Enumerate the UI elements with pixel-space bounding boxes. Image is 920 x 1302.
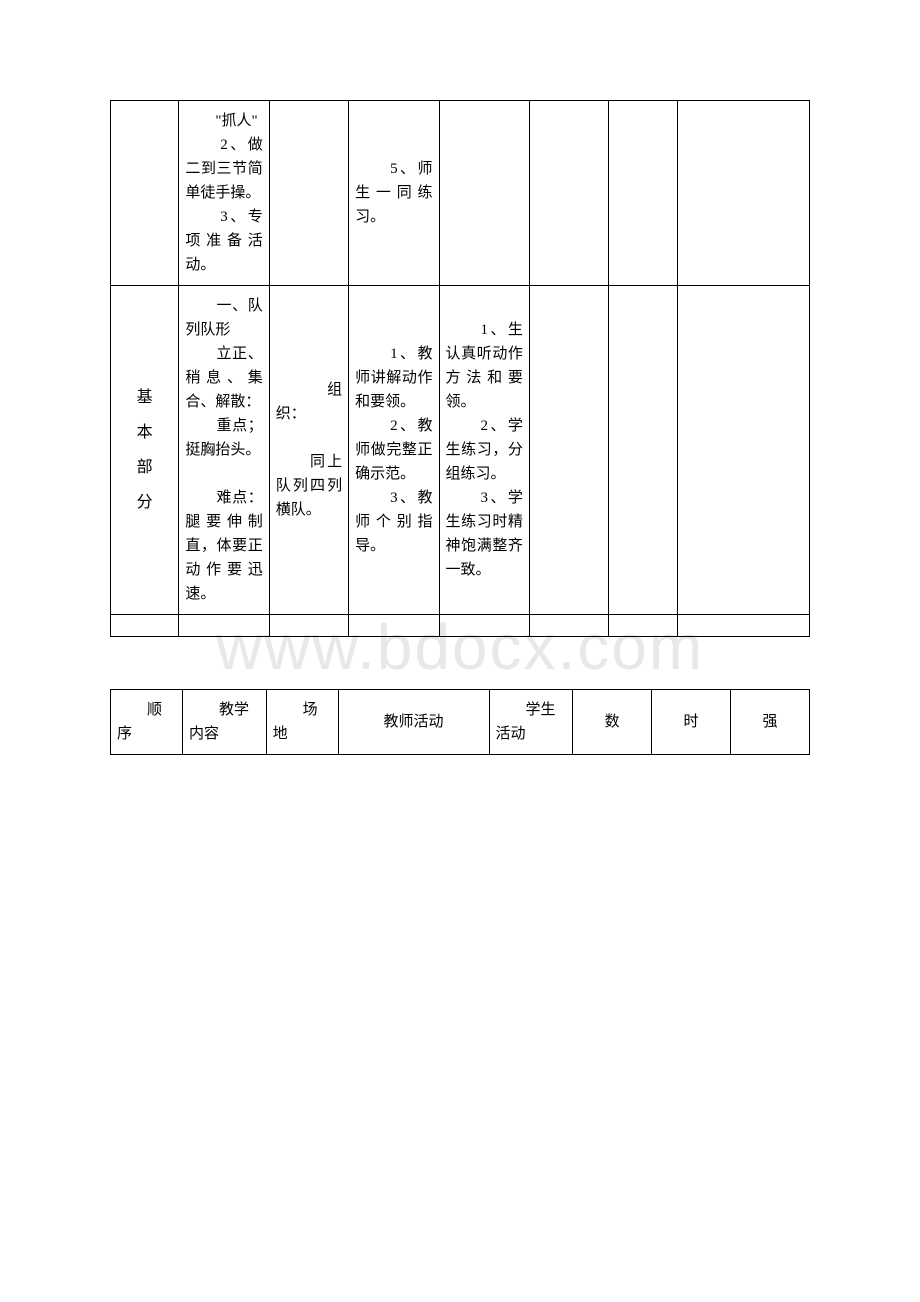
cell-time	[609, 101, 677, 286]
table-row: 基 本 部 分 一、队列队形 立正、稍息、集合、解散： 重点；挺胸抬头。 难点：…	[111, 286, 810, 615]
cell-content: 一、队列队形 立正、稍息、集合、解散： 重点；挺胸抬头。 难点：腿要伸制直，体要…	[179, 286, 269, 615]
header-student: 学生活动	[489, 690, 573, 755]
cell-empty	[529, 615, 608, 637]
header-sequence: 顺序	[111, 690, 183, 755]
cell-student	[439, 101, 529, 286]
cell-count	[529, 286, 608, 615]
cell-text: 一、队列队形 立正、稍息、集合、解散： 重点；挺胸抬头。 难点：腿要伸制直，体要…	[185, 294, 262, 606]
table-row: 顺序 教学内容 场地 教师活动 学生活动 数 时 强	[111, 690, 810, 755]
lesson-table-2: 顺序 教学内容 场地 教师活动 学生活动 数 时 强	[110, 689, 810, 755]
header-count: 数	[573, 690, 652, 755]
cell-text: 5、师生一同练习。	[355, 157, 432, 229]
cell-intensity	[677, 286, 809, 615]
cell-text: 1、生认真听动作方法和要领。 2、学生练习，分组练习。 3、学生练习时精神饱满整…	[446, 318, 523, 582]
header-content: 教学内容	[182, 690, 266, 755]
header-intensity: 强	[731, 690, 810, 755]
cell-stage	[111, 101, 179, 286]
cell-empty	[609, 615, 677, 637]
header-venue: 场地	[266, 690, 338, 755]
cell-time	[609, 286, 677, 615]
cell-intensity	[677, 101, 809, 286]
cell-venue: 组织： 同上队列四列横队。	[269, 286, 348, 615]
cell-student: 1、生认真听动作方法和要领。 2、学生练习，分组练习。 3、学生练习时精神饱满整…	[439, 286, 529, 615]
cell-content: "抓人" 2、做二到三节简单徒手操。 3、专项准备活动。	[179, 101, 269, 286]
cell-empty	[111, 615, 179, 637]
cell-empty	[269, 615, 348, 637]
header-time: 时	[652, 690, 731, 755]
cell-teacher: 5、师生一同练习。	[349, 101, 439, 286]
lesson-table-1: "抓人" 2、做二到三节简单徒手操。 3、专项准备活动。 5、师生一同练习。 基…	[110, 100, 810, 637]
stage-label: 基 本 部 分	[117, 380, 172, 521]
cell-teacher: 1、教师讲解动作和要领。 2、教师做完整正确示范。 3、教师个别指导。	[349, 286, 439, 615]
header-teacher: 教师活动	[338, 690, 489, 755]
cell-empty	[677, 615, 809, 637]
cell-stage: 基 本 部 分	[111, 286, 179, 615]
cell-empty	[349, 615, 439, 637]
cell-text: 1、教师讲解动作和要领。 2、教师做完整正确示范。 3、教师个别指导。	[355, 342, 432, 558]
cell-text: "抓人" 2、做二到三节简单徒手操。 3、专项准备活动。	[185, 109, 262, 277]
cell-empty	[179, 615, 269, 637]
table-row	[111, 615, 810, 637]
cell-venue	[269, 101, 348, 286]
cell-count	[529, 101, 608, 286]
cell-text: 组织： 同上队列四列横队。	[276, 378, 342, 522]
table-row: "抓人" 2、做二到三节简单徒手操。 3、专项准备活动。 5、师生一同练习。	[111, 101, 810, 286]
cell-empty	[439, 615, 529, 637]
